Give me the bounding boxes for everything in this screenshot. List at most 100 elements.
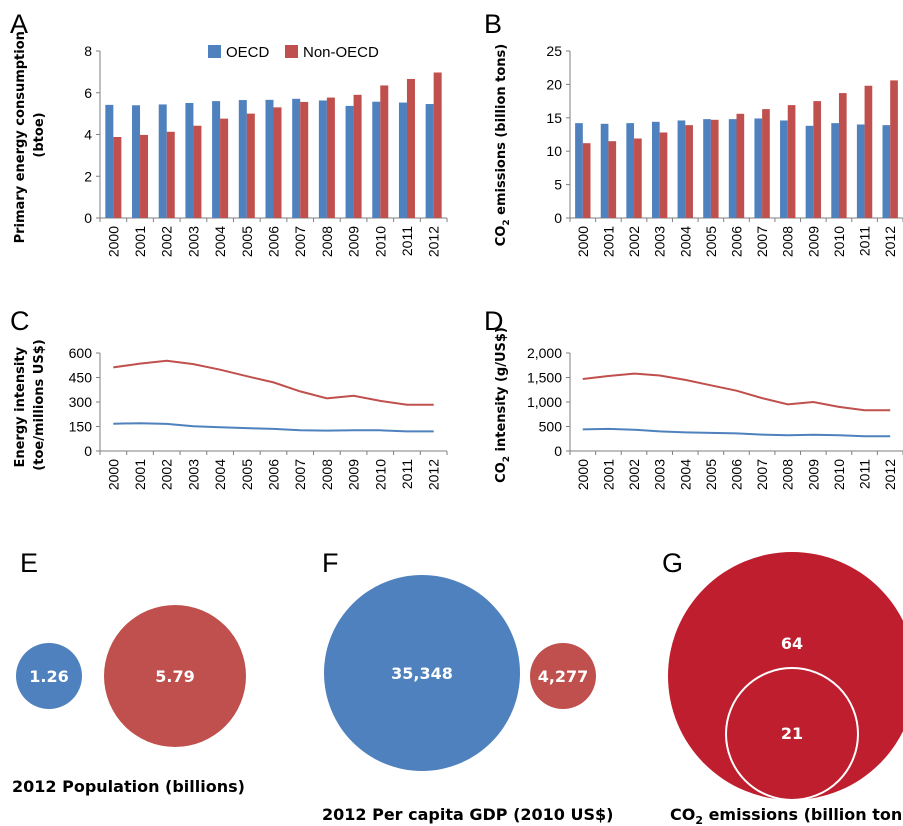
panel-label-f: F: [322, 548, 339, 578]
bar-oecd-2002: [626, 123, 635, 218]
bubble-chart-g: 64 21 CO2 emissions (billion tons: [668, 552, 903, 826]
legend-swatch-oecd: [208, 45, 221, 58]
bubble-oecd-gdp: [324, 575, 520, 771]
x-tick-label-d: 2011: [857, 459, 873, 489]
x-tick-label-d: 2005: [703, 459, 719, 490]
bar-non-oecd-2010: [380, 85, 389, 218]
bar-oecd-2008: [318, 100, 327, 218]
x-tick-label-a: 2002: [159, 226, 175, 257]
x-tick-label-a: 2006: [266, 226, 282, 257]
bar-non-oecd-2011: [864, 85, 873, 219]
legend-label-oecd: OECD: [226, 44, 270, 61]
bar-oecd-2000: [105, 104, 114, 218]
y-tick-label-a: 0: [84, 210, 92, 226]
y-tick-label-d: 1,500: [527, 370, 562, 386]
x-tick-label-d: 2008: [780, 459, 796, 490]
bar-non-oecd-2008: [326, 97, 335, 218]
legend-label-non-oecd: Non-OECD: [303, 44, 379, 61]
x-tick-label-b: 2006: [729, 226, 745, 257]
x-tick-label-a: 2001: [132, 226, 148, 257]
x-tick-label-a: 2003: [185, 226, 201, 257]
x-tick-label-b: 2007: [754, 226, 770, 257]
x-tick-label-a: 2004: [212, 226, 228, 257]
bar-oecd-2011: [398, 102, 407, 218]
y-tick-label-b: 20: [546, 76, 562, 92]
bar-oecd-2010: [831, 123, 839, 218]
panel-label-c: C: [10, 306, 30, 336]
x-tick-label-b: 2005: [703, 226, 719, 257]
bubble-oecd-population: [16, 643, 82, 709]
bar-non-oecd-2000: [113, 137, 122, 218]
y-tick-label-b: 5: [554, 177, 562, 193]
x-tick-label-b: 2011: [857, 226, 873, 256]
caption-e: 2012 Population (billions): [12, 777, 245, 796]
bar-non-oecd-2003: [659, 132, 668, 218]
y-axis-title-d: CO2 intensity (g/US$): [494, 327, 512, 483]
bubble-label-oecd-gdp: 35,348: [391, 664, 453, 683]
y-tick-label-b: 25: [546, 43, 562, 59]
chart-b: 0 5 10 15 20 25 2000 2001 2002 2003 2004 2005 2006 20…: [546, 43, 903, 257]
x-tick-label-b: 2010: [831, 226, 847, 257]
bar-oecd-2005: [703, 119, 711, 218]
y-axis-title-b: CO2 emissions (billion tons): [494, 44, 512, 246]
bar-non-oecd-2008: [787, 105, 796, 218]
x-tick-label-a: 2000: [105, 226, 121, 257]
x-tick-label-d: 2003: [652, 459, 668, 490]
bar-non-oecd-2001: [140, 134, 149, 218]
y-tick-label-d: 500: [539, 419, 563, 435]
y-tick-label-c: 450: [69, 370, 93, 386]
x-tick-label-d: 2009: [805, 459, 821, 490]
x-tick-label-b: 2000: [575, 226, 591, 257]
y-tick-label-c: 0: [84, 443, 92, 459]
legend: OECD Non-OECD: [208, 44, 379, 61]
bubble-label-non-oecd-population: 5.79: [155, 667, 194, 686]
bar-non-oecd-2005: [710, 119, 719, 218]
y-tick-label-a: 8: [84, 43, 92, 59]
x-tick-label-c: 2010: [372, 459, 388, 490]
x-tick-label-b: 2009: [805, 226, 821, 257]
legend-swatch-non-oecd: [285, 45, 298, 58]
bar-non-oecd-2001: [608, 141, 617, 218]
x-tick-label-d: 2012: [882, 459, 898, 490]
bar-non-oecd-2010: [838, 93, 847, 218]
bar-non-oecd-2005: [246, 113, 255, 218]
bar-oecd-2009: [805, 125, 814, 218]
bar-oecd-2008: [780, 120, 788, 218]
caption-g: CO2 emissions (billion tons: [670, 805, 903, 826]
bar-oecd-2003: [651, 121, 660, 218]
line-oecd-c: [113, 422, 434, 433]
bubble-chart-e: 1.26 5.79 2012 Population (billions): [12, 605, 246, 796]
x-tick-label-a: 2012: [426, 226, 442, 257]
x-tick-label-c: 2000: [105, 459, 121, 490]
y-tick-label-d: 2,000: [527, 345, 562, 361]
y-tick-label-d: 0: [554, 443, 562, 459]
chart-a: 0 2 4 6 8 2000 2001 2002 2003 2004 2005 2006 2007 200…: [84, 43, 448, 257]
x-tick-label-c: 2002: [159, 459, 175, 490]
bar-oecd-2006: [265, 99, 274, 218]
y-tick-label-c: 600: [69, 345, 93, 361]
bar-non-oecd-2012: [433, 72, 442, 218]
bar-oecd-2000: [575, 123, 583, 218]
line-non-oecd-d: [582, 372, 891, 412]
x-tick-label-d: 2000: [575, 459, 591, 490]
x-tick-label-a: 2005: [239, 226, 255, 257]
bubble-chart-f: 35,348 4,277 2012 Per capita GDP (2010 U…: [322, 575, 613, 824]
bar-oecd-2004: [677, 120, 686, 218]
bar-oecd-2001: [132, 105, 141, 218]
x-tick-label-c: 2009: [346, 459, 362, 490]
x-tick-label-d: 2001: [600, 459, 616, 490]
x-tick-label-a: 2007: [292, 226, 308, 257]
x-tick-label-b: 2012: [882, 226, 898, 257]
bar-oecd-2012: [425, 104, 434, 218]
bar-non-oecd-2007: [762, 109, 770, 218]
bar-oecd-2007: [292, 98, 301, 218]
bar-non-oecd-2004: [220, 118, 229, 218]
panel-label-d: D: [484, 306, 504, 336]
bar-oecd-2012: [882, 125, 891, 218]
bubble-non-oecd-gdp: [530, 643, 596, 709]
x-tick-label-c: 2011: [399, 459, 415, 489]
x-tick-label-d: 2004: [677, 459, 693, 490]
x-tick-label-a: 2010: [372, 226, 388, 257]
x-tick-label-a: 2009: [346, 226, 362, 257]
x-tick-label-a: 2008: [319, 226, 335, 257]
